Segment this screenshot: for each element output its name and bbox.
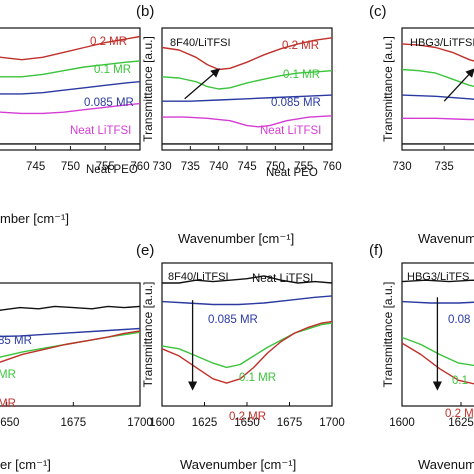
x-tick-label: 745 [237, 161, 256, 173]
x-tick-label: 750 [61, 161, 80, 173]
series-label: 0.085 MR [84, 97, 134, 109]
series-line [401, 43, 474, 62]
series-line [161, 295, 333, 306]
series-line [401, 300, 474, 304]
panel-6: 1600 1625 Wavenumb Transmittance [a.u.] HBG3… [369, 242, 474, 472]
panel-label: (b) [136, 3, 154, 20]
x-axis-label: Wavenumber [cm⁻¹] [180, 457, 296, 472]
panel-label: (f) [369, 242, 383, 259]
panel-2: 730 735 740 745 750 755 760 Wavenumber [cm⁻¹] Tr… [136, 3, 342, 246]
series-line [162, 115, 333, 128]
x-axis-label: Wavenumb [418, 457, 474, 472]
series-label: 0.1 MR [94, 64, 131, 76]
series-line [401, 279, 474, 283]
series-line [161, 37, 333, 71]
series-line [161, 70, 333, 90]
series-line [162, 275, 333, 284]
x-tick-label: 755 [294, 161, 313, 173]
x-tick-label: 735 [435, 161, 454, 173]
x-tick-label: 1625 [448, 417, 474, 429]
x-tick-label: 1675 [277, 417, 303, 429]
series-label: 0.2 MR [90, 36, 127, 48]
series-label: 0.1 [452, 375, 468, 387]
plot-frame [0, 282, 141, 407]
series-label: 0.085 MR [208, 314, 258, 326]
x-tick-label: 1700 [319, 417, 345, 429]
panel-title: HBG3/LiTFS [407, 271, 469, 283]
panel-title: HBG3/LiTFSI [410, 37, 474, 49]
x-tick-label: 1600 [389, 417, 415, 429]
trend-arrow [184, 68, 221, 100]
series-line [161, 322, 333, 369]
x-axis-label: Wavenumber [cm⁻¹] [178, 231, 294, 246]
series-line [0, 81, 141, 95]
series-line [401, 336, 474, 367]
x-tick-label: 1650 [234, 417, 260, 429]
panel-3: 730735740Wavenumber [cm⁻¹]Transmittance … [369, 3, 474, 246]
x-tick-label: 1700 [127, 417, 153, 429]
series-label: Neat PEO [86, 164, 138, 176]
x-tick-label: 1600 [149, 417, 175, 429]
panel-5: 1600 1625 1650 1675 1700 Wavenumber [cm⁻¹] Tra… [136, 242, 345, 472]
panel-title: 8F40/LiTFSI [168, 271, 229, 283]
series-label: Neat LiTFSI [260, 125, 321, 137]
x-tick-label: 750 [266, 161, 285, 173]
series-line [401, 68, 474, 88]
series-label: 0.1 MR [283, 69, 320, 81]
y-axis-label: Transmittance [a.u.] [141, 36, 155, 142]
series-line [0, 305, 141, 311]
series-label: Neat LiTFSI [252, 273, 313, 285]
x-tick-label: 1650 [0, 417, 19, 429]
series-line [0, 60, 141, 78]
x-tick-label: 1625 [192, 417, 218, 429]
series-line [0, 330, 141, 363]
series-label: 0.2 M [445, 408, 474, 420]
x-tick-label: 740 [209, 161, 228, 173]
panel-label: (e) [136, 242, 154, 259]
series-line [0, 102, 141, 115]
series-label: 0.2 MR [282, 40, 319, 52]
series-line [161, 320, 333, 384]
x-axis-label: mber [cm⁻¹] [0, 211, 69, 226]
series-line [401, 342, 474, 385]
series-label: MR [0, 398, 16, 410]
panel-4: 1650 1675 1700 er [cm⁻¹] 85 MR MR MR [0, 282, 153, 472]
series-line [162, 94, 333, 102]
series-line [401, 94, 474, 100]
y-axis-label: Transmittance [a.u.] [141, 282, 155, 388]
series-label: 0.1 MR [239, 372, 276, 384]
x-tick-label: 755 [96, 161, 115, 173]
series-label: 0.2 MR [229, 411, 266, 423]
panel-label: (c) [369, 3, 387, 20]
series-line [0, 327, 141, 338]
series-label: 0.085 MR [271, 97, 321, 109]
panel-title: 8F40/LiTFSI [170, 37, 231, 49]
trend-arrow [443, 68, 474, 102]
series-label: Neat PEO [266, 167, 318, 179]
x-axis-label: Wavenumber [cm⁻¹] [418, 231, 474, 246]
series-label: 0.08 [448, 314, 470, 326]
plot-frame [0, 27, 141, 151]
series-line [402, 117, 474, 121]
series-line [0, 35, 141, 61]
y-axis-label: Transmittance [a.u.] [381, 36, 395, 142]
x-tick-label: 735 [181, 161, 200, 173]
series-label: MR [0, 369, 16, 381]
x-axis-label: er [cm⁻¹] [0, 457, 51, 472]
series-label: 85 MR [0, 335, 32, 347]
x-tick-label: 730 [392, 161, 411, 173]
x-tick-label: 760 [322, 161, 341, 173]
plot-frame [401, 27, 474, 151]
x-tick-label: 1675 [61, 417, 87, 429]
panel-1: 745 750 755 760 mber [cm⁻¹] 0.2 MR 0.1 MR 0.085… [0, 27, 150, 226]
series-label: Neat LiTFSI [70, 125, 131, 137]
x-tick-label: 760 [130, 161, 149, 173]
y-axis-label: Transmittance [a.u.] [381, 282, 395, 388]
x-tick-label: 745 [26, 161, 45, 173]
x-tick-label: 730 [152, 161, 171, 173]
